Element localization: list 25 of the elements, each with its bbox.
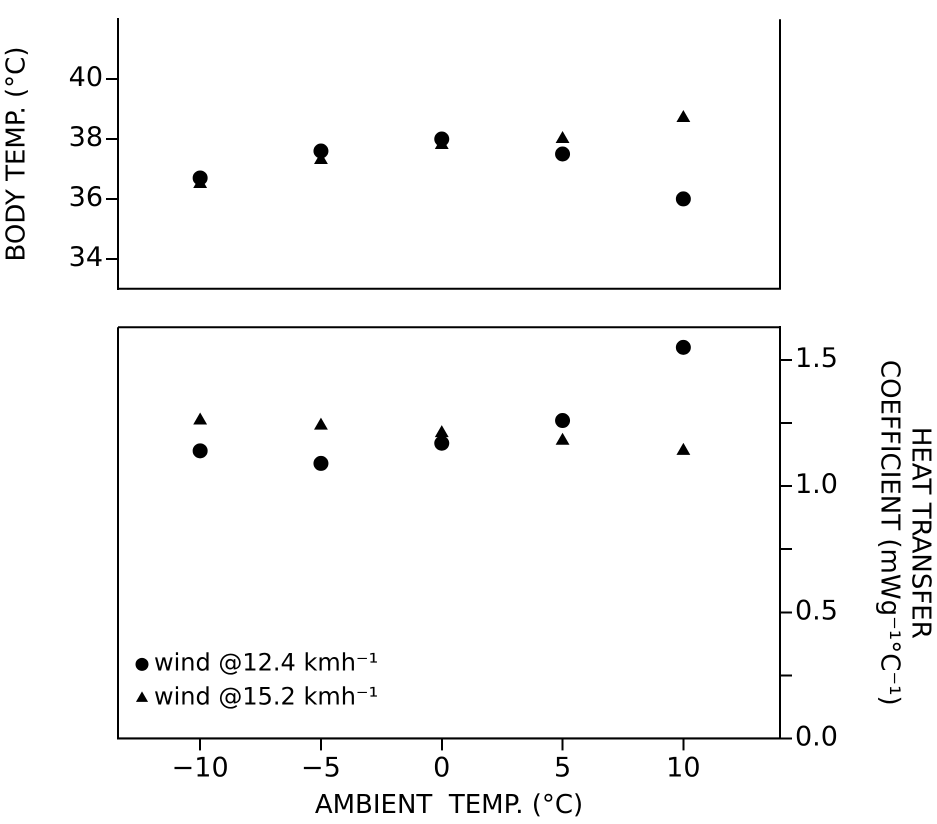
point [313,144,328,159]
point [676,191,691,206]
y-tick-label: 40 [68,62,103,94]
y-axis-title: BODY TEMP. (°C) [1,46,32,262]
x-axis-title: AMBIENT TEMP. (°C) [314,790,584,820]
x-tick-label: 10 [666,752,701,784]
legend-label: wind @12.4 kmh⁻¹ [154,648,378,677]
x-tick-label: −5 [301,752,341,784]
y2-axis-title: HEAT TRANSFER COEFFICIENT (mWg⁻¹°C⁻¹) [874,360,936,706]
y-tick-label: 36 [68,182,103,213]
x-tick-label: 0 [433,752,450,784]
y-tick-label: 34 [68,242,103,273]
point [192,170,208,186]
point [555,146,570,162]
x-tick-label: −10 [172,752,229,784]
point [676,110,690,122]
y2-tick-label: 0.0 [795,721,838,752]
y2-tick-label: 1.5 [795,343,838,374]
y2-tick-label: 1.0 [795,469,838,500]
point [556,132,570,144]
legend-label: wind @15.2 kmh⁻¹ [154,682,378,711]
x-tick-label: 5 [554,752,572,784]
point [434,132,450,147]
y2-tick-label: 0.5 [795,595,838,626]
y-tick-label: 38 [68,122,103,154]
